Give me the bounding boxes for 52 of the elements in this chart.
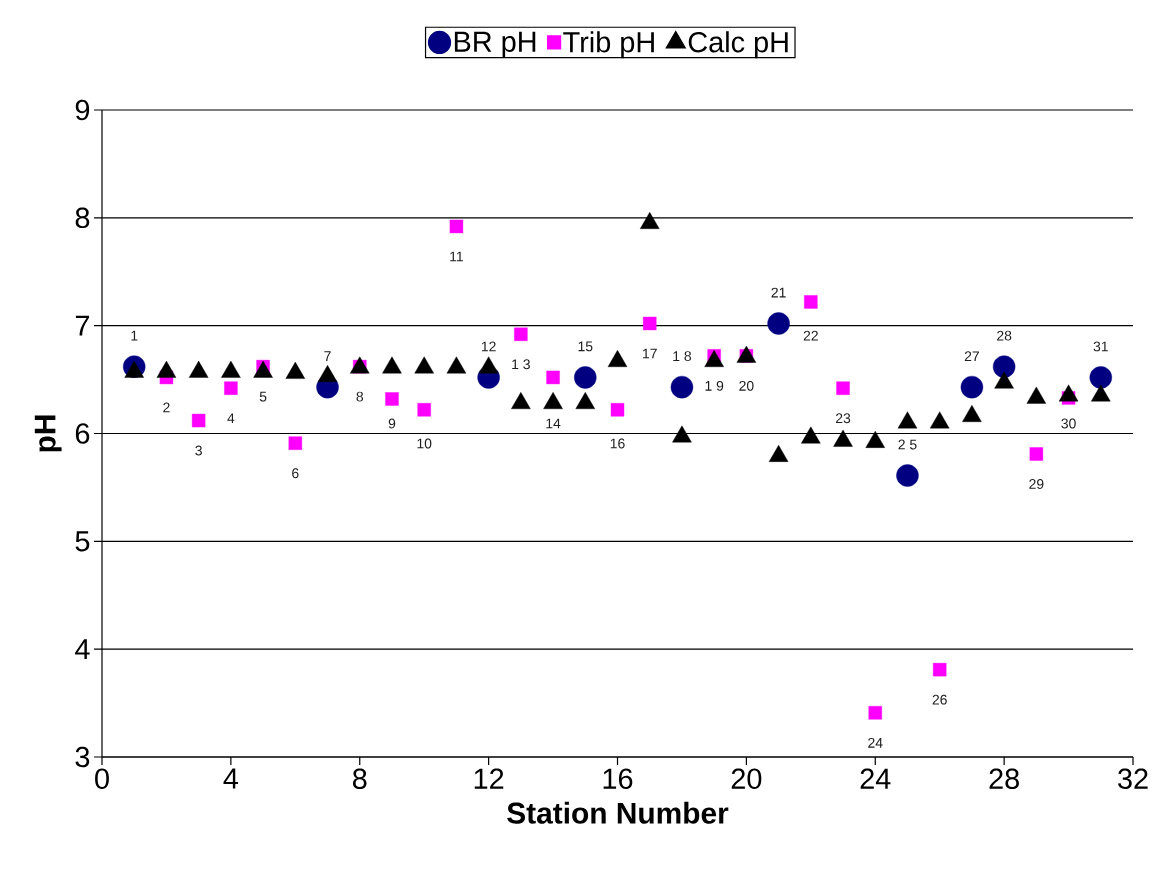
annotation: 1 8 — [673, 351, 692, 362]
annotation: 1 3 — [512, 359, 530, 370]
y-tick-label: 5 — [75, 531, 90, 552]
annotation: 2 — [163, 402, 170, 413]
annotation: 21 — [771, 287, 786, 298]
annotation: 11 — [450, 251, 463, 262]
annotation: 23 — [835, 413, 851, 424]
annotation: 15 — [578, 341, 593, 352]
y-tick-label: 9 — [75, 99, 90, 121]
annotation: 6 — [292, 468, 299, 479]
x-tick-label: 0 — [95, 768, 109, 789]
x-tick-label: 24 — [860, 768, 891, 789]
annotation: 31 — [1093, 341, 1108, 352]
annotation: 10 — [417, 438, 432, 449]
annotation: 22 — [803, 330, 818, 341]
legend-label: Calc pH — [688, 31, 788, 59]
annotation: 17 — [643, 348, 657, 359]
x-tick-label: 28 — [989, 768, 1019, 789]
annotation: 4 — [227, 413, 235, 424]
annotation: 16 — [610, 438, 625, 449]
y-tick-label: 6 — [75, 423, 90, 444]
x-tick-label: 32 — [1118, 768, 1148, 789]
x-tick-label: 16 — [603, 768, 633, 789]
legend-label: Trib pH — [563, 31, 654, 59]
annotation: 29 — [1029, 479, 1044, 489]
x-axis-title: Station Number — [507, 801, 729, 824]
annotation: 5 — [259, 391, 267, 402]
y-tick-label: 3 — [75, 746, 90, 768]
x-tick-label: 8 — [352, 768, 367, 789]
annotation: 1 — [131, 330, 138, 341]
annotation: 27 — [964, 351, 979, 361]
annotation: 28 — [997, 330, 1012, 341]
y-tick-label: 4 — [75, 639, 90, 660]
annotation: 26 — [932, 694, 947, 705]
annotation: 20 — [739, 380, 754, 391]
x-tick-label: 4 — [223, 768, 239, 789]
y-tick-label: 7 — [75, 315, 90, 336]
x-tick-label: 20 — [731, 768, 762, 789]
annotation: 1 9 — [705, 380, 724, 391]
x-tick-label: 12 — [474, 768, 504, 789]
annotation: 9 — [388, 418, 396, 429]
annotation: 14 — [546, 418, 561, 429]
y-tick-label: 8 — [75, 207, 90, 229]
annotation: 3 — [195, 445, 202, 456]
legend-label: BR pH — [454, 31, 536, 58]
annotation: 2 5 — [898, 439, 917, 450]
annotation: 30 — [1061, 418, 1076, 429]
annotation: 7 — [324, 351, 331, 361]
annotation: 24 — [868, 737, 883, 748]
annotation: 8 — [356, 391, 364, 402]
y-axis-title: pH — [34, 415, 62, 452]
annotation: 12 — [481, 341, 496, 352]
